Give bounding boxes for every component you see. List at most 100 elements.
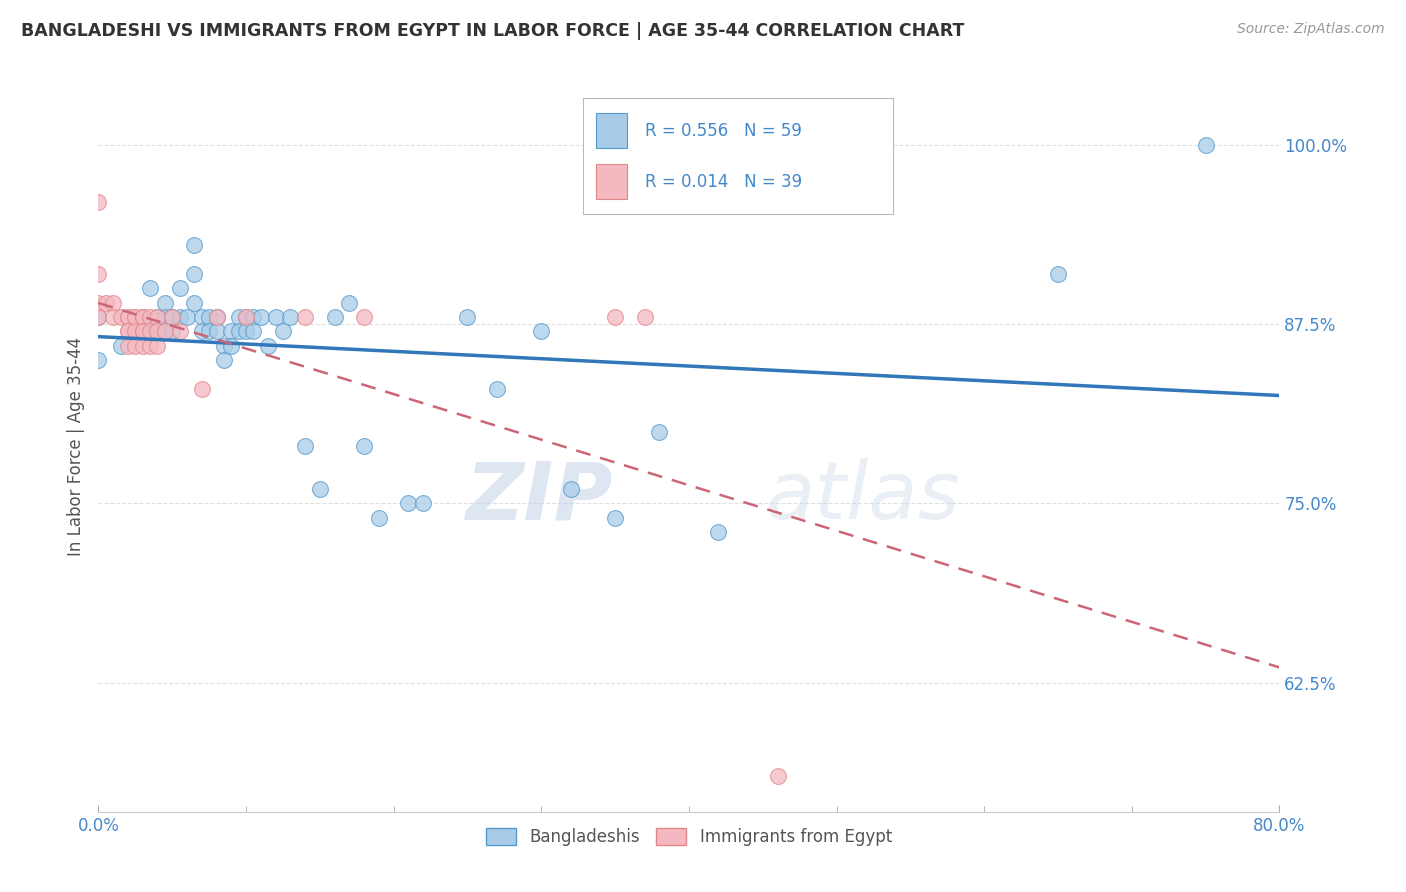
Point xyxy=(323,310,346,324)
Point xyxy=(183,267,205,281)
Point xyxy=(169,281,191,295)
Point xyxy=(153,324,176,338)
Point xyxy=(205,310,228,324)
Point xyxy=(162,310,183,324)
Point xyxy=(139,281,162,295)
Text: R = 0.556   N = 59: R = 0.556 N = 59 xyxy=(645,121,803,139)
Point xyxy=(87,267,110,281)
Point xyxy=(221,324,243,338)
Point xyxy=(87,295,110,310)
Point xyxy=(139,310,162,324)
Bar xyxy=(596,164,627,199)
Point xyxy=(176,310,198,324)
Point xyxy=(412,496,434,510)
Point xyxy=(132,324,155,338)
Point xyxy=(198,310,221,324)
Point xyxy=(146,310,169,324)
Point xyxy=(221,338,243,352)
Point xyxy=(257,338,280,352)
Point xyxy=(162,310,183,324)
Point xyxy=(153,324,176,338)
Point xyxy=(132,310,155,324)
Text: R = 0.014   N = 39: R = 0.014 N = 39 xyxy=(645,173,803,191)
Point xyxy=(530,324,553,338)
Point xyxy=(766,769,789,783)
Text: atlas: atlas xyxy=(766,458,960,536)
Point xyxy=(146,324,169,338)
Point xyxy=(271,324,294,338)
Point xyxy=(110,338,132,352)
Point xyxy=(228,324,250,338)
Legend: Bangladeshis, Immigrants from Egypt: Bangladeshis, Immigrants from Egypt xyxy=(478,820,900,855)
Point xyxy=(398,496,420,510)
Point xyxy=(264,310,287,324)
Point xyxy=(87,353,110,368)
Point xyxy=(228,310,250,324)
Point xyxy=(117,310,139,324)
Point xyxy=(339,295,361,310)
Point xyxy=(353,310,375,324)
Point xyxy=(87,310,110,324)
Point xyxy=(139,338,162,352)
Point xyxy=(212,338,235,352)
Point xyxy=(294,310,316,324)
Point xyxy=(309,482,332,496)
Point xyxy=(648,425,671,439)
Point xyxy=(124,310,146,324)
Point xyxy=(280,310,302,324)
Point xyxy=(242,310,264,324)
Point xyxy=(250,310,273,324)
Point xyxy=(634,310,657,324)
Point xyxy=(162,324,183,338)
Point xyxy=(132,310,155,324)
Point xyxy=(132,324,155,338)
Point xyxy=(1046,267,1070,281)
Point xyxy=(103,310,125,324)
Point xyxy=(183,295,205,310)
Point xyxy=(205,324,228,338)
Point xyxy=(191,382,214,396)
Point xyxy=(235,324,257,338)
Point xyxy=(605,310,627,324)
Text: ZIP: ZIP xyxy=(465,458,612,536)
Point xyxy=(124,324,146,338)
Point xyxy=(153,295,176,310)
Point xyxy=(183,238,205,252)
Point xyxy=(294,439,316,453)
Point xyxy=(87,195,110,210)
Point xyxy=(235,310,257,324)
Point xyxy=(169,310,191,324)
Point xyxy=(139,324,162,338)
Point xyxy=(457,310,479,324)
Point xyxy=(368,510,391,524)
Point xyxy=(205,310,228,324)
Point xyxy=(198,324,221,338)
Point xyxy=(242,324,264,338)
Point xyxy=(94,295,117,310)
Point xyxy=(560,482,582,496)
Point xyxy=(117,324,139,338)
Point xyxy=(103,295,125,310)
Point xyxy=(235,310,257,324)
Bar xyxy=(596,113,627,148)
Point xyxy=(191,324,214,338)
Text: Source: ZipAtlas.com: Source: ZipAtlas.com xyxy=(1237,22,1385,37)
Point xyxy=(117,324,139,338)
Point xyxy=(132,338,155,352)
Point xyxy=(124,338,146,352)
Point xyxy=(353,439,375,453)
Y-axis label: In Labor Force | Age 35-44: In Labor Force | Age 35-44 xyxy=(66,336,84,556)
Text: BANGLADESHI VS IMMIGRANTS FROM EGYPT IN LABOR FORCE | AGE 35-44 CORRELATION CHAR: BANGLADESHI VS IMMIGRANTS FROM EGYPT IN … xyxy=(21,22,965,40)
Point xyxy=(162,310,183,324)
Point xyxy=(132,310,155,324)
Point xyxy=(139,324,162,338)
Point xyxy=(486,382,509,396)
Point xyxy=(191,310,214,324)
Point xyxy=(124,310,146,324)
Point xyxy=(124,324,146,338)
Point xyxy=(605,510,627,524)
Point xyxy=(1195,137,1218,152)
Point xyxy=(153,310,176,324)
Point xyxy=(117,310,139,324)
Point xyxy=(212,353,235,368)
